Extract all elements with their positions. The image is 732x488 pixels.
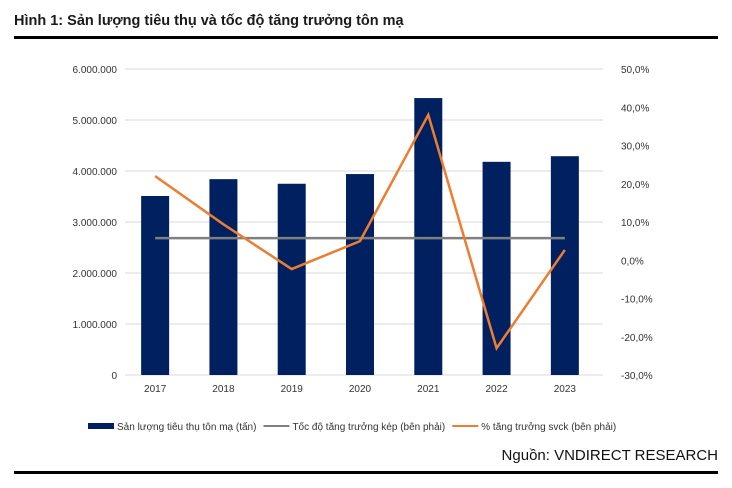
x-tick-label: 2018 xyxy=(212,384,235,395)
right-tick-label: -20,0% xyxy=(621,333,653,344)
right-tick-label: 20,0% xyxy=(621,180,649,191)
title-rule xyxy=(14,36,718,39)
right-tick-label: 40,0% xyxy=(621,103,649,114)
x-tick-label: 2017 xyxy=(144,384,167,395)
left-tick-label: 3.000.000 xyxy=(73,218,118,229)
right-tick-label: -30,0% xyxy=(621,371,653,382)
legend-label: % tăng trưởng svck (bên phải) xyxy=(481,421,616,433)
right-tick-label: 50,0% xyxy=(621,65,649,76)
right-tick-label: 0,0% xyxy=(621,256,644,267)
left-tick-label: 6.000.000 xyxy=(73,65,118,76)
legend-label: Sản lượng tiêu thụ tôn mạ (tấn) xyxy=(117,421,256,433)
left-tick-label: 0 xyxy=(111,371,117,382)
x-tick-label: 2022 xyxy=(485,384,508,395)
right-tick-label: 10,0% xyxy=(621,218,649,229)
legend-label: Tốc độ tăng trưởng kép (bên phải) xyxy=(292,421,445,433)
bar-2019 xyxy=(277,183,306,375)
bar-2018 xyxy=(209,179,238,375)
left-tick-label: 2.000.000 xyxy=(73,269,118,280)
source-note: Nguồn: VNDIRECT RESEARCH xyxy=(501,447,718,464)
bar-2017 xyxy=(141,195,170,375)
x-tick-label: 2019 xyxy=(281,384,304,395)
left-tick-label: 4.000.000 xyxy=(73,167,118,178)
bar-2022 xyxy=(482,161,511,375)
bottom-rule xyxy=(14,471,718,474)
yoy-line xyxy=(154,111,566,352)
x-tick-label: 2021 xyxy=(417,384,440,395)
left-tick-label: 1.000.000 xyxy=(73,320,118,331)
x-tick-label: 2023 xyxy=(554,384,577,395)
bar-2020 xyxy=(346,174,374,375)
left-tick-label: 5.000.000 xyxy=(73,116,118,127)
right-tick-label: 30,0% xyxy=(621,142,649,153)
legend-swatch-bar xyxy=(88,423,114,429)
right-tick-label: -10,0% xyxy=(621,295,653,306)
bar-2023 xyxy=(550,156,579,375)
figure-title: Hình 1: Sản lượng tiêu thụ và tốc độ tăn… xyxy=(14,13,404,29)
x-tick-label: 2020 xyxy=(349,384,372,395)
bar-2021 xyxy=(414,98,443,375)
